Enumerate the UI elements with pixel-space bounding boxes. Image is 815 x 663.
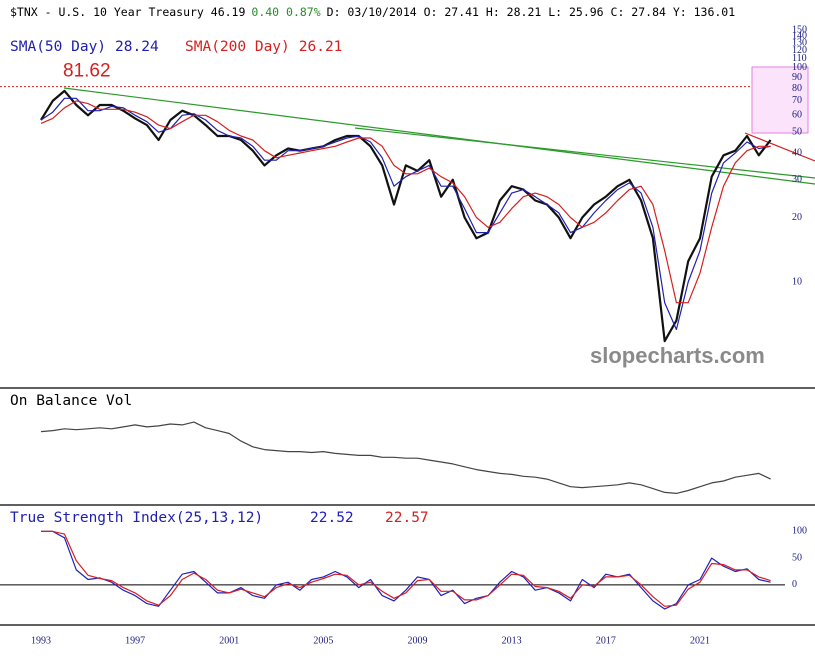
y-tick-label: 100 [792, 526, 807, 537]
legend-value: 28.24 [115, 39, 159, 55]
y-tick-label: 80 [792, 83, 802, 94]
x-tick-label: 2017 [596, 635, 616, 646]
legend-value: 22.52 [310, 510, 354, 526]
series-line [40, 89, 772, 343]
y-tick-label: 120 [792, 45, 807, 56]
title-part: 0.40 0.87% [251, 5, 320, 19]
y-tick-label: 50 [792, 127, 802, 138]
y-tick-label: 10 [792, 276, 802, 287]
trend-line [354, 127, 815, 179]
series-line [40, 100, 771, 304]
annotation-label: 81.62 [63, 61, 111, 82]
trend-line [744, 132, 815, 162]
y-tick-label: 90 [792, 72, 802, 83]
y-tick-label: 130 [792, 38, 807, 49]
legend-entry: SMA(200 Day) 26.21 [185, 39, 342, 55]
series-line [40, 421, 771, 494]
x-tick-label: 2001 [219, 635, 239, 646]
highlight-box [751, 66, 809, 134]
panel-title: On Balance Vol [10, 393, 132, 409]
legend-value: 22.57 [385, 510, 429, 526]
y-tick-label: 50 [792, 552, 802, 563]
y-tick-label: 140 [792, 31, 807, 42]
x-tick-label: 1997 [125, 635, 145, 646]
series-line [41, 530, 771, 610]
x-tick-label: 2021 [690, 635, 710, 646]
x-tick-label: 2013 [502, 635, 522, 646]
watermark: slopecharts.com [590, 343, 765, 368]
y-tick-label: 40 [792, 147, 802, 158]
y-tick-label: 30 [792, 174, 802, 185]
x-tick-label: 1993 [31, 635, 51, 646]
panel-title: True Strength Index(25,13,12) [10, 510, 263, 526]
y-tick-label: 100 [792, 62, 807, 73]
x-tick-label: 2009 [408, 635, 428, 646]
y-tick-label: 110 [792, 53, 807, 64]
series-line [41, 530, 771, 607]
y-tick-label: 70 [792, 95, 802, 106]
y-tick-label: 60 [792, 110, 802, 121]
legend-name: SMA(200 Day) [185, 39, 290, 55]
legend-name: SMA(50 Day) [10, 39, 106, 55]
title-part: $TNX - U.S. 10 Year Treasury 46.19 [10, 5, 245, 19]
legend-value: 26.21 [299, 39, 343, 55]
y-tick-label: 20 [792, 212, 802, 223]
y-tick-label: 150 [792, 24, 807, 35]
x-tick-label: 2005 [313, 635, 333, 646]
trend-line [63, 87, 815, 185]
series-line [40, 97, 771, 331]
chart-title: $TNX - U.S. 10 Year Treasury 46.19 0.40 0… [10, 5, 735, 19]
legend-entry: SMA(50 Day) 28.24 [10, 39, 159, 55]
title-part: D: 03/10/2014 O: 27.41 H: 28.21 L: 25.96… [327, 5, 736, 19]
y-tick-label: 0 [792, 579, 797, 590]
